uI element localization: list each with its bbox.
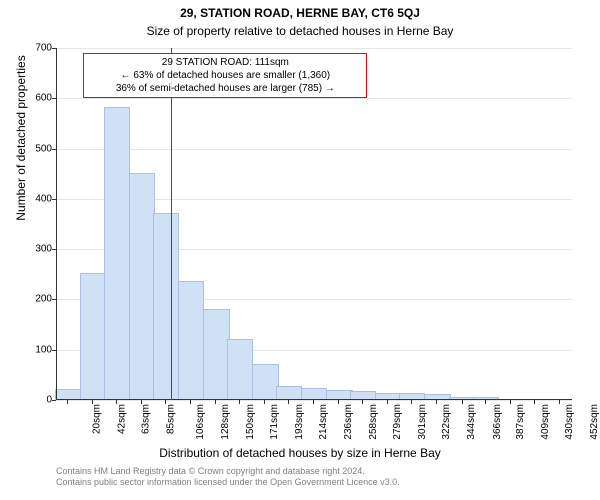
- ytick-label: 300: [35, 244, 56, 255]
- xtick-label: 150sqm: [246, 404, 257, 440]
- xtick-mark: [485, 400, 486, 404]
- xtick-label: 366sqm: [492, 404, 503, 440]
- xtick-label: 214sqm: [318, 404, 329, 440]
- xtick-label: 106sqm: [195, 404, 206, 440]
- xtick-mark: [462, 400, 463, 404]
- gridline: [56, 48, 572, 49]
- xtick-mark: [362, 400, 363, 404]
- histogram-bar: [178, 281, 204, 400]
- xtick-mark: [338, 400, 339, 404]
- xtick-label: 452sqm: [590, 404, 600, 440]
- footer-line2: Contains public sector information licen…: [56, 477, 400, 488]
- xtick-label: 301sqm: [418, 404, 429, 440]
- xtick-label: 63sqm: [141, 404, 152, 434]
- chart-title-line2: Size of property relative to detached ho…: [0, 24, 600, 38]
- xtick-mark: [190, 400, 191, 404]
- xtick-mark: [387, 400, 388, 404]
- chart-container: 29, STATION ROAD, HERNE BAY, CT6 5QJ Siz…: [0, 0, 600, 500]
- xtick-label: 430sqm: [564, 404, 575, 440]
- histogram-bar: [80, 273, 106, 400]
- xtick-mark: [141, 400, 142, 404]
- xtick-label: 344sqm: [467, 404, 478, 440]
- xtick-mark: [510, 400, 511, 404]
- xtick-label: 128sqm: [220, 404, 231, 440]
- xtick-mark: [288, 400, 289, 404]
- ytick-label: 500: [35, 143, 56, 154]
- histogram-bar: [276, 386, 302, 400]
- xtick-mark: [92, 400, 93, 404]
- xtick-mark: [436, 400, 437, 404]
- xtick-mark: [313, 400, 314, 404]
- histogram-bar: [252, 364, 278, 400]
- xtick-label: 193sqm: [295, 404, 306, 440]
- info-box-line1: 29 STATION ROAD: 111sqm: [90, 56, 360, 69]
- gridline: [56, 98, 572, 99]
- histogram-bar: [129, 173, 155, 400]
- xtick-label: 42sqm: [117, 404, 128, 434]
- gridline: [56, 149, 572, 150]
- histogram-bar: [203, 309, 229, 401]
- y-axis-label: Number of detached properties: [14, 0, 28, 314]
- xtick-mark: [264, 400, 265, 404]
- xtick-label: 171sqm: [269, 404, 280, 440]
- ytick-label: 700: [35, 43, 56, 54]
- xtick-label: 279sqm: [392, 404, 403, 440]
- xtick-mark: [165, 400, 166, 404]
- xtick-mark: [534, 400, 535, 404]
- xtick-mark: [239, 400, 240, 404]
- reference-line: [171, 48, 172, 400]
- xtick-mark: [116, 400, 117, 404]
- x-axis-label: Distribution of detached houses by size …: [0, 446, 600, 460]
- xtick-mark: [559, 400, 560, 404]
- y-axis: [56, 48, 57, 400]
- info-box-line3: 36% of semi-detached houses are larger (…: [90, 82, 360, 95]
- xtick-label: 258sqm: [369, 404, 380, 440]
- histogram-bar: [227, 339, 253, 400]
- plot-area: 010020030040050060070020sqm42sqm63sqm85s…: [56, 48, 572, 400]
- xtick-label: 409sqm: [541, 404, 552, 440]
- xtick-mark: [67, 400, 68, 404]
- footer-line1: Contains HM Land Registry data © Crown c…: [56, 466, 400, 477]
- info-box: 29 STATION ROAD: 111sqm← 63% of detached…: [83, 53, 367, 98]
- ytick-label: 200: [35, 294, 56, 305]
- histogram-bar: [153, 213, 179, 400]
- xtick-mark: [215, 400, 216, 404]
- x-axis: [56, 399, 572, 400]
- xtick-label: 20sqm: [92, 404, 103, 434]
- xtick-label: 387sqm: [516, 404, 527, 440]
- ytick-label: 600: [35, 93, 56, 104]
- footer-attribution: Contains HM Land Registry data © Crown c…: [56, 466, 400, 488]
- xtick-label: 85sqm: [166, 404, 177, 434]
- ytick-label: 400: [35, 193, 56, 204]
- ytick-label: 100: [35, 344, 56, 355]
- xtick-label: 322sqm: [441, 404, 452, 440]
- xtick-label: 236sqm: [344, 404, 355, 440]
- info-box-line2: ← 63% of detached houses are smaller (1,…: [90, 69, 360, 82]
- histogram-bar: [104, 107, 130, 400]
- chart-title-line1: 29, STATION ROAD, HERNE BAY, CT6 5QJ: [0, 6, 600, 20]
- xtick-mark: [411, 400, 412, 404]
